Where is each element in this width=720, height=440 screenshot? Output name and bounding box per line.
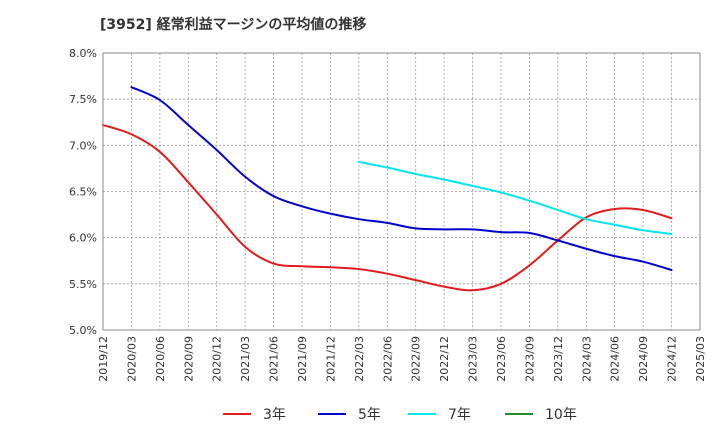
plot-frame [102,52,701,331]
x-tick-label: 2024/09 [637,336,650,382]
y-tick-label: 5.0% [69,324,97,337]
y-tick-label: 6.5% [69,186,97,199]
legend-label-1: 5年 [358,407,381,423]
x-tick-label: 2022/03 [353,336,366,382]
x-tick-label: 2021/06 [268,336,281,382]
x-axis-ticks: 2019/12 2020/03 2020/06 2020/09 2020/12 2021/… [97,336,707,382]
x-tick-label: 2019/12 [97,336,110,382]
x-tick-label: 2023/12 [552,336,565,382]
x-tick-label: 2024/06 [609,336,622,382]
x-tick-label: 2021/09 [296,336,309,382]
chart-title: [3952] 経常利益マージンの平均値の推移 [100,16,366,33]
legend-label-0: 3年 [263,407,286,423]
series-line-1 [130,86,673,271]
x-tick-label: 2022/09 [410,336,423,382]
legend-label-3: 10年 [545,407,577,423]
y-tick-label: 8.0% [69,47,97,60]
y-tick-label: 7.5% [69,93,97,106]
legend: 3年 5年 7年 10年 [223,407,577,423]
x-tick-label: 2020/12 [211,336,224,382]
series-line-2 [357,160,673,235]
grid [103,53,700,330]
series-line-0 [102,124,673,292]
legend-label-2: 7年 [448,407,471,423]
x-tick-label: 2023/06 [495,336,508,382]
y-tick-label: 6.0% [69,232,97,245]
x-tick-label: 2021/12 [324,336,337,382]
y-tick-label: 7.0% [69,139,97,152]
series-lines [102,86,673,292]
x-tick-label: 2022/06 [381,336,394,382]
x-tick-label: 2024/03 [580,336,593,382]
x-tick-label: 2023/09 [523,336,536,382]
x-tick-label: 2020/03 [125,336,138,382]
x-tick-label: 2020/09 [182,336,195,382]
x-tick-label: 2025/03 [694,336,707,382]
x-tick-label: 2023/03 [467,336,480,382]
x-tick-label: 2024/12 [666,336,679,382]
x-tick-label: 2021/03 [239,336,252,382]
x-tick-label: 2020/06 [154,336,167,382]
x-tick-label: 2022/12 [438,336,451,382]
y-tick-label: 5.5% [69,278,97,291]
y-axis-ticks: 5.0% 5.5% 6.0% 6.5% 7.0% 7.5% 8.0% [69,47,97,337]
